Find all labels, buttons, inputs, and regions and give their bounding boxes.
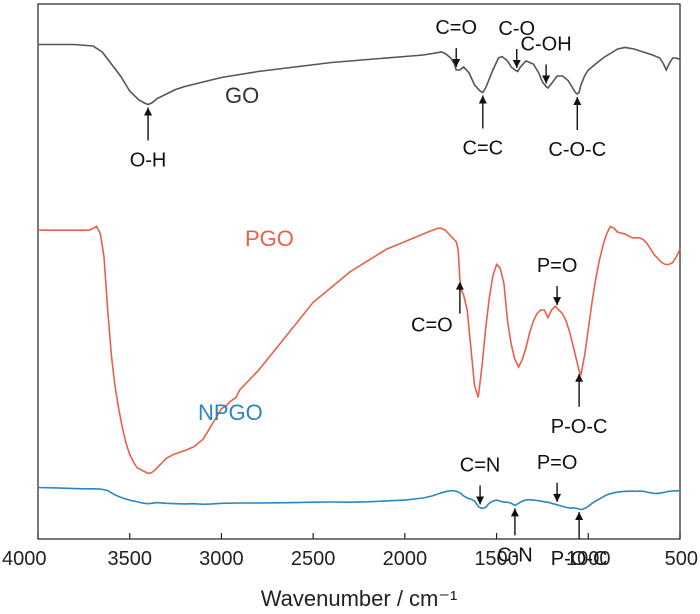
annotation-p-o-c: P-O-C	[551, 373, 608, 438]
series-line-pgo	[38, 225, 681, 475]
series-line-go	[38, 43, 681, 106]
series-label-layer: GO PGO NPGO	[198, 83, 294, 425]
annotation-label: C=N	[460, 454, 501, 476]
series-label-npgo: NPGO	[198, 400, 263, 425]
annotation-label: P=O	[537, 452, 578, 474]
annotation-c-o: C-O	[498, 18, 535, 68]
x-tick-label: 1500	[474, 548, 519, 570]
annotation-label: C=C	[463, 138, 504, 160]
x-tick-label: 500	[665, 548, 698, 570]
x-tick-label: 4000	[2, 548, 47, 570]
series-label-pgo: PGO	[245, 226, 294, 251]
annotation-label: C-N	[497, 544, 533, 566]
annotation-label: C=O	[435, 17, 477, 39]
annotation-p-o: P=O	[537, 452, 578, 502]
annotation-o-h: O-H	[130, 107, 167, 172]
annotation-label: P=O	[537, 255, 578, 277]
annotation-label: C=O	[411, 315, 453, 337]
x-tick-label: 3500	[107, 548, 152, 570]
annotation-label: P-O-C	[551, 416, 608, 438]
annotation-label: C-OH	[521, 34, 572, 56]
annotation-label: C-O-C	[548, 139, 606, 161]
annotation-c-o-c: C-O-C	[548, 97, 606, 161]
annotation-layer: O-H C=O C-OC-OH C=C C-O-C C=O P=O P-O-C C=N C-N P=…	[130, 17, 608, 570]
annotation-c-o: C=O	[435, 17, 477, 67]
annotation-c-c: C=C	[463, 95, 504, 160]
annotation-c-n: C-N	[497, 508, 533, 566]
x-axis: 4000 3500 3000 2500 2000 1500 1000 500	[2, 533, 698, 570]
annotation-p-o-c: P-O-C	[551, 512, 608, 570]
x-axis-label: Wavenumber / cm⁻¹	[261, 586, 458, 611]
x-tick-label: 3000	[199, 548, 244, 570]
series-layer	[37, 43, 681, 511]
annotation-c-n: C=N	[460, 454, 501, 505]
plot-frame	[37, 3, 681, 540]
annotation-c-oh: C-OH	[521, 34, 572, 84]
annotation-c-o: C=O	[411, 281, 464, 337]
annotation-p-o: P=O	[537, 255, 578, 306]
annotation-label: O-H	[130, 150, 167, 172]
x-tick-label: 2500	[291, 548, 336, 570]
x-tick-label: 2000	[383, 548, 428, 570]
annotation-label: P-O-C	[551, 548, 608, 570]
series-line-npgo	[37, 486, 681, 511]
series-label-go: GO	[225, 83, 259, 108]
x-tick-label: 1000	[566, 548, 611, 570]
annotation-label: C-O	[498, 18, 535, 40]
